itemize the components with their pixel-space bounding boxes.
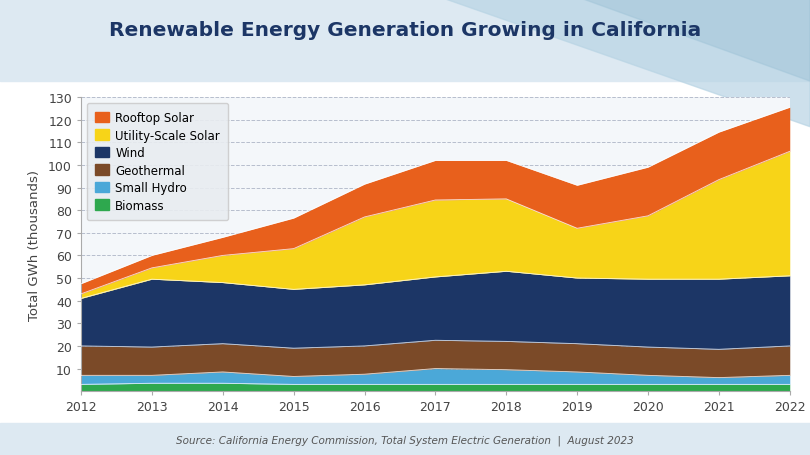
Bar [0, 0, 810, 82]
Text: Renewable Energy Generation Growing in California: Renewable Energy Generation Growing in C… [109, 20, 701, 40]
Polygon shape [446, 0, 810, 127]
Text: Source: California Energy Commission, Total System Electric Generation  |  Augus: Source: California Energy Commission, To… [176, 435, 634, 445]
Y-axis label: Total GWh (thousands): Total GWh (thousands) [28, 169, 41, 320]
Legend: Rooftop Solar, Utility-Scale Solar, Wind, Geothermal, Small Hydro, Biomass: Rooftop Solar, Utility-Scale Solar, Wind… [87, 104, 228, 220]
Polygon shape [583, 0, 810, 82]
Bar [0, 423, 810, 455]
